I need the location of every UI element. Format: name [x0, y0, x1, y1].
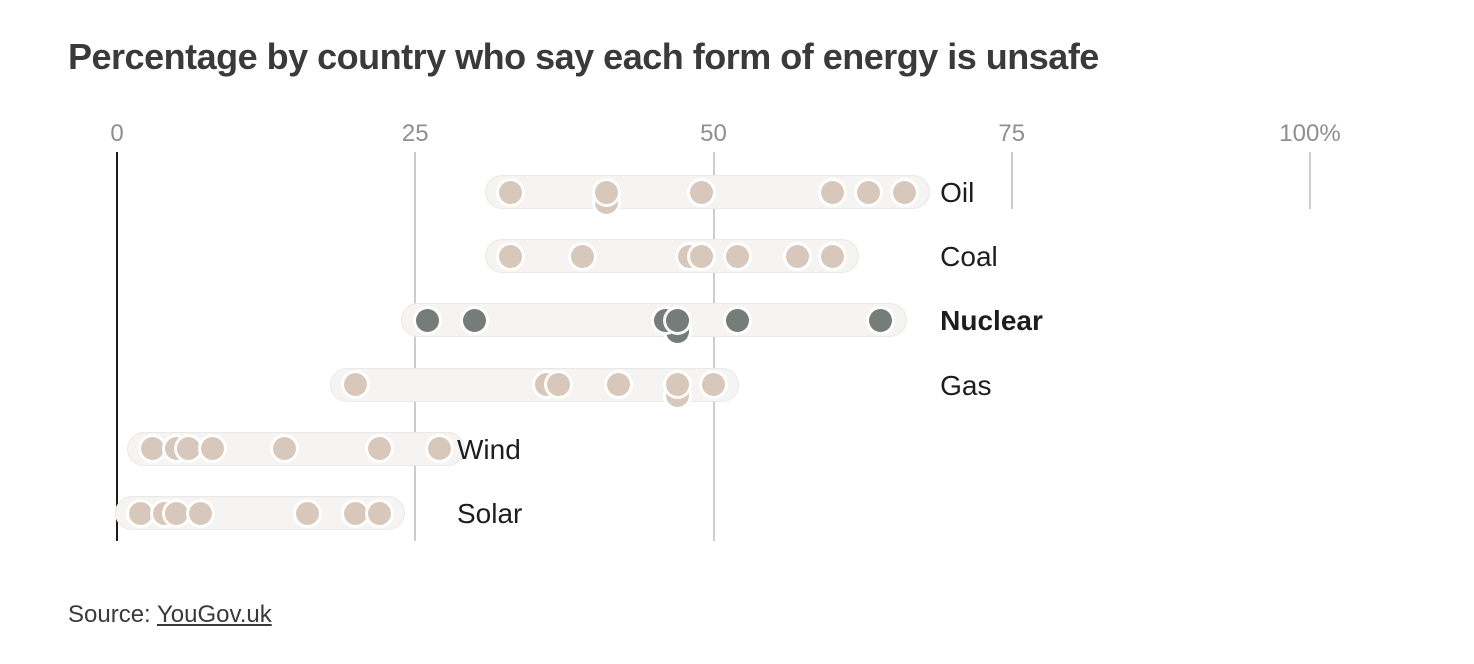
data-point-dot [296, 501, 320, 525]
category-label-nuclear: Nuclear [940, 305, 1043, 337]
data-point-dot [666, 308, 690, 332]
data-point-dot [344, 373, 368, 397]
data-point-dot [499, 244, 523, 268]
short-tick-75 [1010, 152, 1013, 209]
data-point-dot [892, 180, 916, 204]
data-point-dot [367, 437, 391, 461]
data-point-dot [690, 180, 714, 204]
data-point-dot [463, 308, 487, 332]
x-axis-tick-label: 100% [1279, 120, 1341, 147]
chart-title: Percentage by country who say each form … [68, 36, 1099, 77]
data-point-dot [821, 244, 845, 268]
data-point-dot [427, 437, 451, 461]
data-point-dot [725, 244, 749, 268]
data-point-dot [415, 308, 439, 332]
data-point-dot [499, 180, 523, 204]
data-point-dot [546, 373, 570, 397]
x-axis-tick-label: 75 [998, 120, 1026, 147]
data-point-dot [702, 373, 725, 397]
gridline-50 [712, 152, 715, 541]
short-tick-100 [1309, 152, 1311, 209]
data-point-dot [821, 180, 845, 204]
zero-axis-line [116, 152, 118, 541]
x-axis-tick-label: 50 [700, 120, 727, 147]
source-text: Source: YouGov.uk [68, 601, 272, 629]
data-point-dot [200, 437, 224, 461]
data-point-dot [666, 373, 690, 397]
source-link[interactable]: YouGov.uk [156, 601, 272, 628]
data-point-dot [129, 501, 153, 525]
data-point-dot [725, 308, 749, 332]
category-label-coal: Coal [940, 241, 998, 273]
category-label-wind: Wind [457, 433, 521, 465]
category-label-oil: Oil [940, 177, 975, 208]
data-point-dot [189, 501, 212, 525]
data-point-dot [594, 180, 618, 204]
x-axis-tick-label: 0 [110, 120, 124, 147]
category-label-solar: Solar [457, 498, 523, 529]
category-label-gas: Gas [940, 369, 992, 401]
data-point-dot [606, 373, 630, 397]
source-prefix: Source: [68, 601, 157, 628]
x-axis-tick-label: 25 [401, 120, 429, 147]
data-point-dot [344, 501, 368, 525]
data-point-dot [570, 244, 594, 268]
data-point-dot [869, 308, 893, 332]
data-point-dot [857, 180, 881, 204]
data-point-dot [165, 501, 189, 525]
gridline-25 [414, 152, 417, 541]
data-point-dot [177, 437, 201, 461]
data-point-dot [141, 437, 165, 461]
data-point-dot [690, 244, 714, 268]
data-point-dot [785, 244, 809, 268]
data-point-dot [367, 501, 391, 525]
data-point-dot [272, 437, 296, 461]
